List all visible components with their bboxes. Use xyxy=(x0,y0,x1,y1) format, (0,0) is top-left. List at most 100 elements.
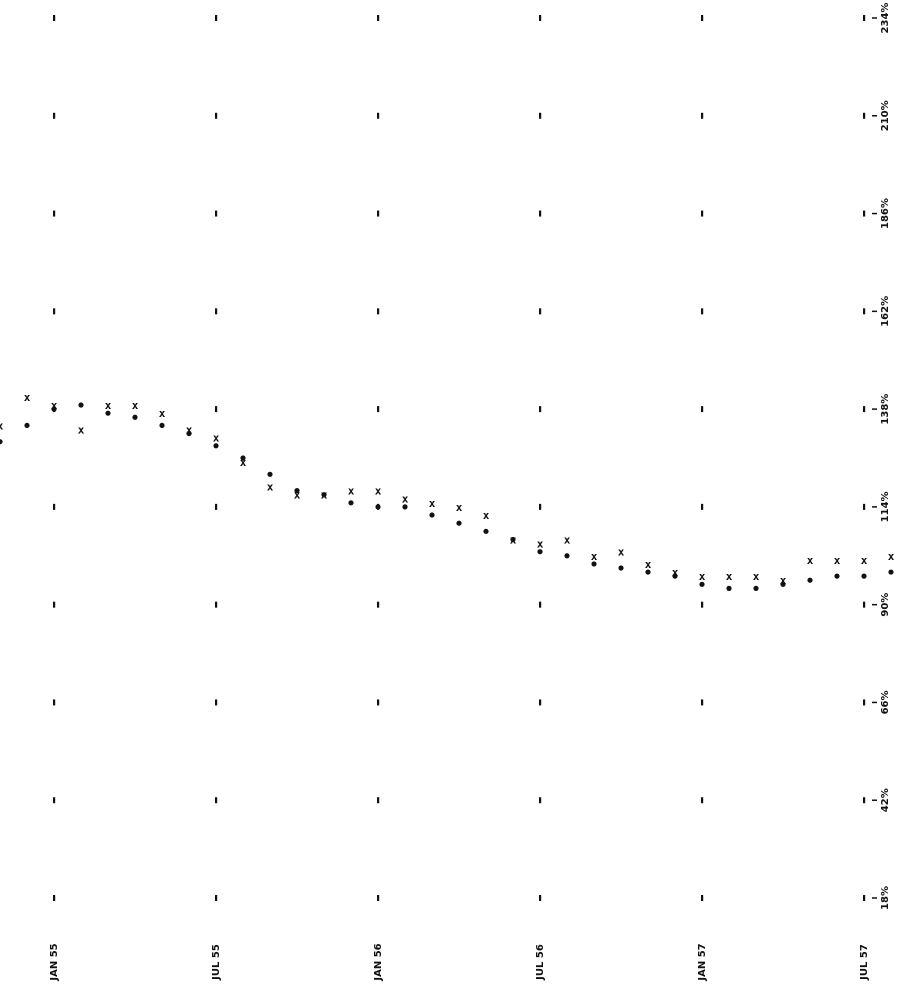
grid-dot xyxy=(539,112,542,119)
grid-dot xyxy=(215,406,218,413)
grid-dot xyxy=(539,210,542,217)
y-tick-mark xyxy=(872,17,877,19)
series-x-marks: xxxxxxxxxxxxxxxxxxxxxxxxxxxxxxxxxxxxxxxx… xyxy=(0,391,895,587)
data-point-x: x xyxy=(159,407,166,420)
data-point-dot xyxy=(645,569,651,575)
grid-dot xyxy=(377,699,380,706)
data-point-x: x xyxy=(186,423,193,436)
data-point-dot xyxy=(240,455,246,461)
grid-dot xyxy=(215,308,218,315)
data-point-x: x xyxy=(645,558,652,571)
x-tick-label: JAN 56 xyxy=(373,943,384,981)
grid-dot xyxy=(701,210,704,217)
data-point-x: x xyxy=(294,489,301,502)
grid-dot xyxy=(53,895,56,901)
data-point-dot xyxy=(24,422,30,429)
data-point-dot xyxy=(537,549,543,555)
data-point-dot xyxy=(699,581,705,587)
y-tick-label: 66% xyxy=(880,690,891,714)
grid-dot xyxy=(215,15,218,21)
grid-dot xyxy=(377,308,380,315)
grid-dot xyxy=(53,210,56,217)
x-tick-label: JUL 56 xyxy=(535,944,546,981)
x-tick-label: JUL 57 xyxy=(859,944,870,981)
data-point-x: x xyxy=(429,497,436,510)
gridline-jan-56 xyxy=(377,15,380,901)
grid-dot xyxy=(701,406,704,413)
grid-dot xyxy=(215,112,218,119)
data-point-x: x xyxy=(483,509,490,522)
grid-dot xyxy=(215,601,218,608)
series-dot-marks xyxy=(0,402,894,591)
data-point-dot xyxy=(402,504,408,510)
grid-dot xyxy=(377,210,380,217)
grid-dot xyxy=(539,15,542,21)
data-point-x: x xyxy=(375,485,382,498)
data-point-x: x xyxy=(807,554,814,567)
grid-dot xyxy=(53,503,56,510)
data-point-dot xyxy=(78,402,84,408)
x-tick-label: JUL 55 xyxy=(211,944,222,981)
data-point-x: x xyxy=(780,574,787,587)
grid-dot xyxy=(701,503,704,510)
data-point-dot xyxy=(105,410,111,416)
grid-dot xyxy=(701,699,704,706)
data-point-x: x xyxy=(888,550,895,563)
data-point-x: x xyxy=(699,570,706,583)
data-point-x: x xyxy=(0,419,4,432)
y-tick-label: 162% xyxy=(880,296,891,327)
data-point-dot xyxy=(591,561,597,567)
grid-dot xyxy=(539,895,542,901)
y-tick-mark xyxy=(872,603,877,606)
data-point-x: x xyxy=(267,481,274,494)
y-tick-label: 138% xyxy=(880,394,891,425)
data-point-dot xyxy=(51,406,57,412)
gridline-jan-57 xyxy=(701,15,704,901)
data-point-dot xyxy=(618,565,624,571)
data-point-dot xyxy=(213,443,219,449)
data-point-x: x xyxy=(591,550,598,563)
grid-dot xyxy=(701,797,704,804)
data-point-dot xyxy=(483,528,489,534)
y-tick-mark xyxy=(872,310,877,313)
grid-dot xyxy=(215,797,218,804)
data-point-dot xyxy=(807,577,813,583)
y-tick-label: 90% xyxy=(880,593,891,617)
grid-dot xyxy=(377,601,380,608)
grid-dot xyxy=(863,210,866,217)
data-point-dot xyxy=(186,430,192,437)
grid-dot xyxy=(377,406,380,413)
y-tick-mark xyxy=(872,701,877,704)
data-point-dot xyxy=(672,573,678,579)
grid-dot xyxy=(701,601,704,608)
data-point-x: x xyxy=(348,485,355,498)
data-point-dot xyxy=(375,504,381,510)
data-points: xxxxxxxxxxxxxxxxxxxxxxxxxxxxxxxxxxxxxxxx… xyxy=(0,391,895,591)
y-tick-label: 42% xyxy=(880,788,891,812)
grid-dot xyxy=(701,895,704,901)
data-point-dot xyxy=(861,573,867,579)
grid-dot xyxy=(863,112,866,119)
data-point-x: x xyxy=(240,456,247,469)
y-tick-label: 234% xyxy=(880,3,891,34)
gridline-jul-56 xyxy=(539,15,542,901)
grid-dot xyxy=(377,15,380,21)
data-point-dot xyxy=(0,439,3,445)
data-point-dot xyxy=(456,520,462,526)
grid-dot xyxy=(539,503,542,510)
data-point-dot xyxy=(132,414,138,420)
grid-dot xyxy=(863,601,866,608)
data-point-x: x xyxy=(456,501,463,514)
grid-dot xyxy=(863,895,866,901)
grid-dot xyxy=(539,601,542,608)
data-point-x: x xyxy=(78,423,85,436)
data-point-dot xyxy=(348,500,354,506)
grid-dot xyxy=(863,308,866,315)
grid-dot xyxy=(215,210,218,217)
grid-dot xyxy=(377,112,380,119)
grid-dot xyxy=(539,699,542,706)
y-tick-label: 114% xyxy=(880,491,891,522)
y-tick-mark xyxy=(872,506,877,508)
data-point-x: x xyxy=(564,533,571,546)
